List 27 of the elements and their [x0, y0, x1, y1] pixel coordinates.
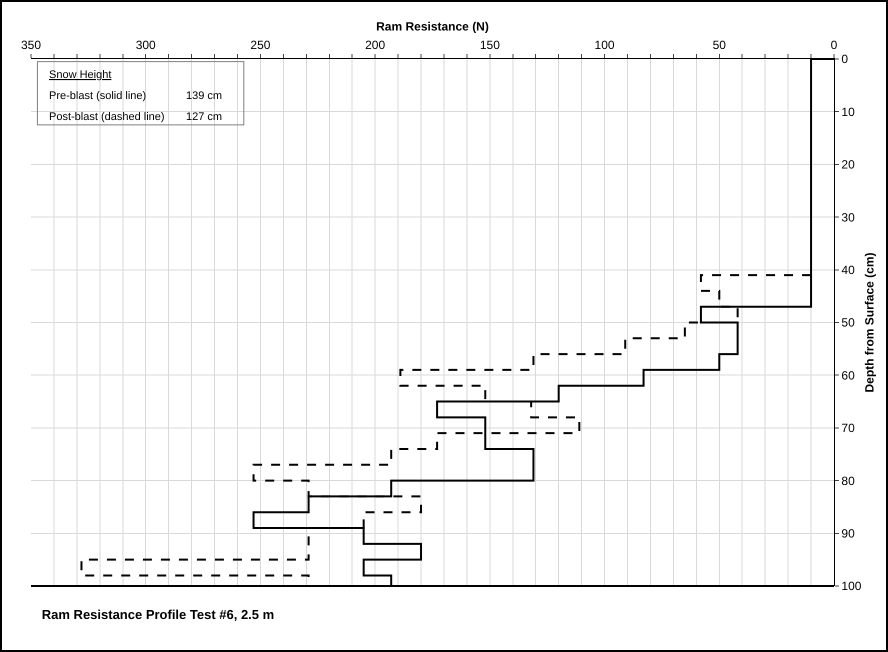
y-tick-label: 10 [841, 104, 856, 119]
y-tick-label: 20 [841, 158, 856, 172]
y-tick-label: 50 [841, 316, 856, 330]
x-tick-label: 350 [20, 38, 42, 52]
y-tick-label: 80 [841, 474, 856, 488]
annotation: Snow Height [49, 69, 112, 81]
x-tick-label: 300 [136, 38, 156, 52]
x-axis-title: Ram Resistance (N) [376, 20, 489, 34]
x-tick-label: 50 [712, 38, 726, 52]
y-axis-title: Depth from Surface (cm) [862, 252, 877, 393]
y-tick-label: 70 [841, 421, 856, 436]
y-tick-label: 30 [841, 210, 856, 224]
y-tick-label: 60 [841, 368, 856, 382]
text: Ram Resistance Profile Test #6, 2.5 m [42, 606, 274, 622]
annotation: Pre-blast (solid line) [49, 90, 146, 102]
x-tick-label: 150 [480, 38, 500, 52]
annotation: 127 cm [186, 111, 222, 123]
y-tick-label: 100 [841, 579, 862, 594]
x-tick-label: 0 [830, 38, 838, 52]
x-tick-label: 100 [594, 38, 615, 52]
x-tick-label: 200 [365, 38, 386, 52]
annotation: 139 cm [186, 90, 222, 102]
y-tick-label: 40 [841, 263, 856, 277]
annotation: Post-blast (dashed line) [49, 111, 165, 123]
y-tick-label: 0 [841, 52, 848, 66]
x-tick-label: 250 [250, 38, 271, 52]
y-tick-label: 90 [841, 526, 856, 540]
